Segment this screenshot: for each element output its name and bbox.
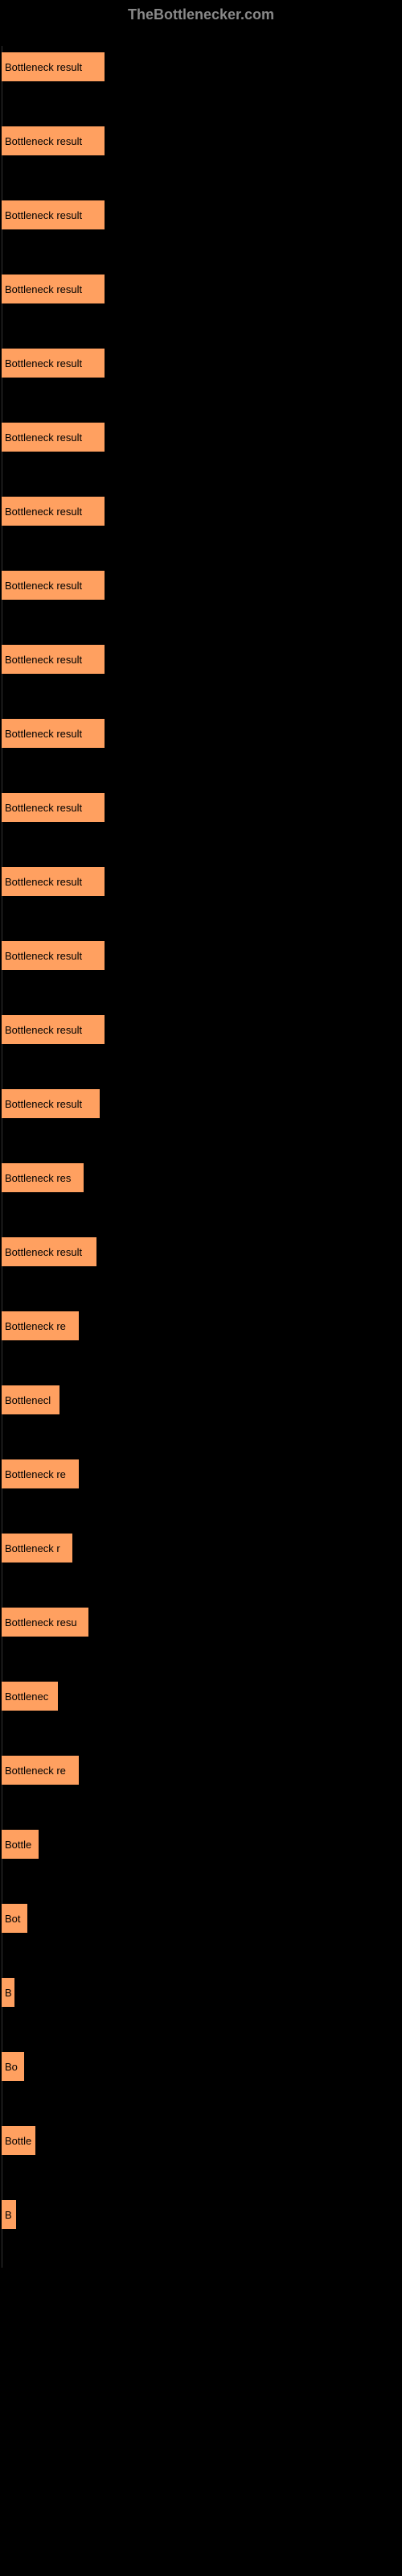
bar: Bottleneck re — [2, 1459, 79, 1488]
bar-label: Bottleneck result — [2, 1246, 82, 1258]
bar-row: Bottleneck result — [0, 186, 402, 242]
bar: Bottleneck result — [2, 52, 105, 81]
bar-label: Bottleneck result — [2, 802, 82, 814]
bar-row: Bottleneck result — [0, 852, 402, 909]
bar-label: Bottle — [2, 2135, 31, 2147]
bar: Bottleneck result — [2, 571, 105, 600]
bar: Bottlenecl — [2, 1385, 59, 1414]
bar-row: Bottleneck result — [0, 556, 402, 613]
bar-row: B — [0, 1963, 402, 2020]
bar-label: Bottleneck result — [2, 61, 82, 73]
bar-row: Bottleneck result — [0, 778, 402, 835]
bar-label: Bottle — [2, 1839, 31, 1851]
bar-row: Bottleneck result — [0, 260, 402, 316]
bar: Bottleneck result — [2, 793, 105, 822]
bar: Bottleneck result — [2, 349, 105, 378]
bar-row: Bottle — [0, 1815, 402, 1872]
bar-label: Bot — [2, 1913, 21, 1925]
bar-row: Bottleneck result — [0, 408, 402, 464]
bar: Bottleneck result — [2, 719, 105, 748]
bar-row: Bottleneck result — [0, 112, 402, 168]
bar-row: Bottleneck res — [0, 1149, 402, 1205]
bar: Bottleneck result — [2, 1015, 105, 1044]
bar-label: Bottleneck result — [2, 431, 82, 444]
bar: Bottleneck resu — [2, 1608, 88, 1637]
bar-label: Bottleneck result — [2, 1024, 82, 1036]
bar-row: Bottleneck result — [0, 1001, 402, 1057]
bar-label: Bottlenec — [2, 1690, 48, 1703]
bar-row: Bottleneck r — [0, 1519, 402, 1575]
bar-label: Bottleneck resu — [2, 1616, 77, 1629]
brand-header: TheBottlenecker.com — [0, 0, 402, 30]
bar: Bottleneck res — [2, 1163, 84, 1192]
bar-label: Bottleneck result — [2, 1098, 82, 1110]
bar-row: Bottleneck result — [0, 1223, 402, 1279]
bar-label: Bottleneck result — [2, 209, 82, 221]
bar: B — [2, 2200, 16, 2229]
bar: Bottleneck result — [2, 645, 105, 674]
bar-row: Bottleneck result — [0, 38, 402, 94]
bar-label: Bottleneck result — [2, 506, 82, 518]
bar-row: Bottlenecl — [0, 1371, 402, 1427]
bar-label: Bottleneck result — [2, 728, 82, 740]
bar: Bottle — [2, 1830, 39, 1859]
bar-row: Bottleneck result — [0, 927, 402, 983]
bar-row: Bottleneck re — [0, 1741, 402, 1798]
bar-label: Bottleneck result — [2, 357, 82, 369]
bars-area: Bottleneck result Bottleneck result Bottle… — [0, 38, 402, 2242]
bar: Bottleneck result — [2, 941, 105, 970]
bar-label: Bottleneck r — [2, 1542, 60, 1554]
bar: Bottleneck re — [2, 1756, 79, 1785]
bar-label: B — [2, 1987, 12, 1999]
bar-label: Bottleneck result — [2, 580, 82, 592]
bar: Bottlenec — [2, 1682, 58, 1711]
bar-label: Bottleneck res — [2, 1172, 71, 1184]
bar-row: Bo — [0, 2037, 402, 2094]
bar-row: Bot — [0, 1889, 402, 1946]
bar-row: Bottleneck result — [0, 1075, 402, 1131]
bar-label: Bo — [2, 2061, 18, 2073]
bar-label: Bottleneck result — [2, 950, 82, 962]
bar: B — [2, 1978, 14, 2007]
bar-label: Bottleneck result — [2, 135, 82, 147]
bar-row: Bottleneck result — [0, 482, 402, 539]
bar: Bottleneck result — [2, 423, 105, 452]
bar-label: Bottleneck re — [2, 1320, 66, 1332]
bar: Bottleneck result — [2, 275, 105, 303]
bar-label: Bottleneck result — [2, 283, 82, 295]
bar-row: Bottleneck result — [0, 334, 402, 390]
bar: Bottleneck result — [2, 497, 105, 526]
bar: Bottleneck result — [2, 867, 105, 896]
bar-label: Bottlenecl — [2, 1394, 51, 1406]
bar: Bottleneck result — [2, 200, 105, 229]
bar-row: Bottleneck result — [0, 630, 402, 687]
bar: Bo — [2, 2052, 24, 2081]
bar-row: Bottleneck re — [0, 1297, 402, 1353]
bar-row: B — [0, 2186, 402, 2242]
bar: Bottleneck result — [2, 126, 105, 155]
bar-label: Bottleneck re — [2, 1468, 66, 1480]
bar-row: Bottle — [0, 2112, 402, 2168]
bar-row: Bottleneck re — [0, 1445, 402, 1501]
bar-label: Bottleneck result — [2, 876, 82, 888]
bar: Bottleneck result — [2, 1237, 96, 1266]
bar-row: Bottleneck result — [0, 704, 402, 761]
bar: Bot — [2, 1904, 27, 1933]
bar: Bottleneck re — [2, 1311, 79, 1340]
bar-label: B — [2, 2209, 12, 2221]
bar-label: Bottleneck result — [2, 654, 82, 666]
bar-row: Bottlenec — [0, 1667, 402, 1724]
bar: Bottleneck r — [2, 1534, 72, 1563]
bar: Bottle — [2, 2126, 35, 2155]
bar: Bottleneck result — [2, 1089, 100, 1118]
bar-label: Bottleneck re — [2, 1765, 66, 1777]
bar-row: Bottleneck resu — [0, 1593, 402, 1649]
bar-chart: Bottleneck result Bottleneck result Bottle… — [0, 30, 402, 2268]
